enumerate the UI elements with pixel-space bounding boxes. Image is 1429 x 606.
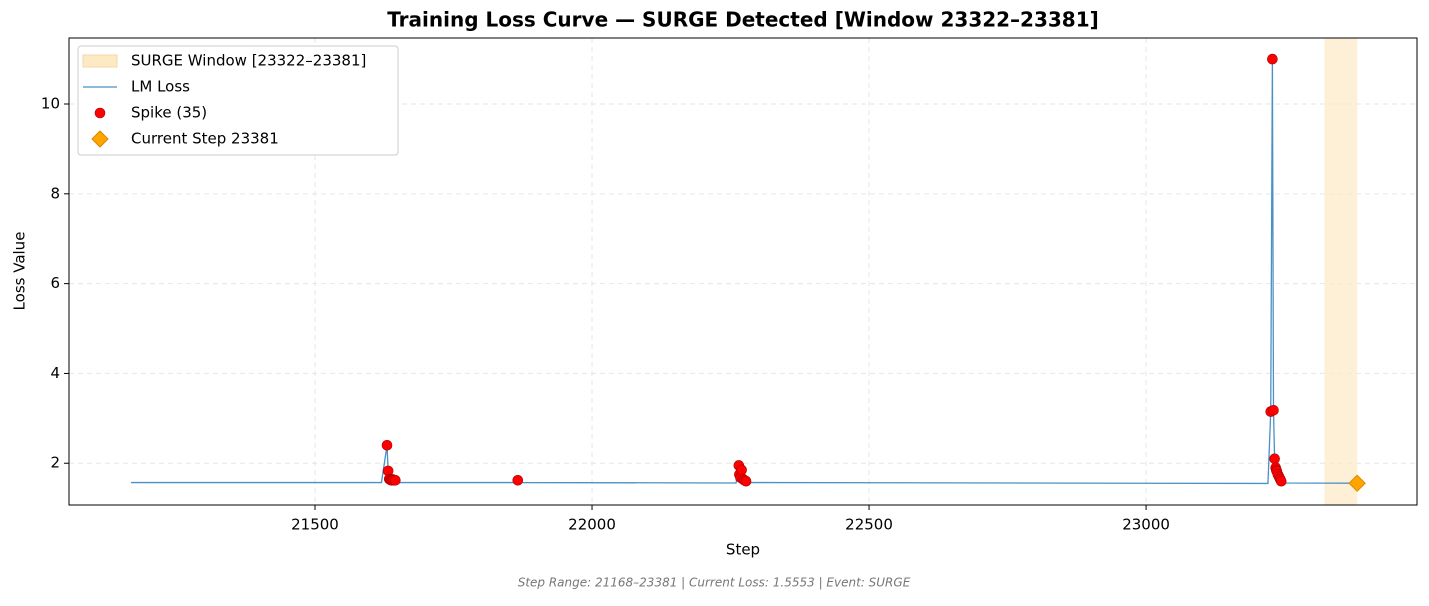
plot-frame <box>68 37 1418 506</box>
spike-point <box>381 439 393 451</box>
y-tick-label: 2 <box>50 454 60 472</box>
x-tick-label: 22000 <box>568 516 616 534</box>
spike-point <box>1269 453 1280 465</box>
footnote: Step Range: 21168–23381 | Current Loss: … <box>518 576 911 590</box>
spike-point <box>512 475 524 486</box>
x-tick-label: 21500 <box>291 516 339 534</box>
x-tick-label: 22500 <box>845 516 893 534</box>
current-step-marker <box>1348 474 1366 492</box>
legend-label: LM Loss <box>131 78 190 96</box>
spike-point <box>740 475 752 487</box>
surge-window <box>1324 38 1358 505</box>
legend-label: SURGE Window [23322–23381] <box>131 52 366 70</box>
legend-swatch <box>82 54 118 68</box>
chart-title: Training Loss Curve — SURGE Detected [Wi… <box>387 8 1099 32</box>
spike-point <box>390 475 401 486</box>
y-tick-label: 8 <box>50 184 60 202</box>
spike-point <box>1275 475 1287 487</box>
y-tick-label: 4 <box>50 364 60 382</box>
y-tick-label: 6 <box>50 274 60 292</box>
spike-point <box>1267 53 1278 65</box>
spike-point <box>1268 404 1279 416</box>
legend-swatch <box>91 130 109 148</box>
legend-label: Current Step 23381 <box>131 130 279 148</box>
legend-box <box>77 45 399 156</box>
y-tick-label: 10 <box>41 95 60 113</box>
x-tick-label: 23000 <box>1122 516 1170 534</box>
x-axis-label: Step <box>726 541 760 559</box>
spike-point <box>736 464 747 476</box>
legend-label: Spike (35) <box>131 104 207 122</box>
y-axis-label: Loss Value <box>11 232 29 311</box>
legend-swatch <box>94 107 106 119</box>
